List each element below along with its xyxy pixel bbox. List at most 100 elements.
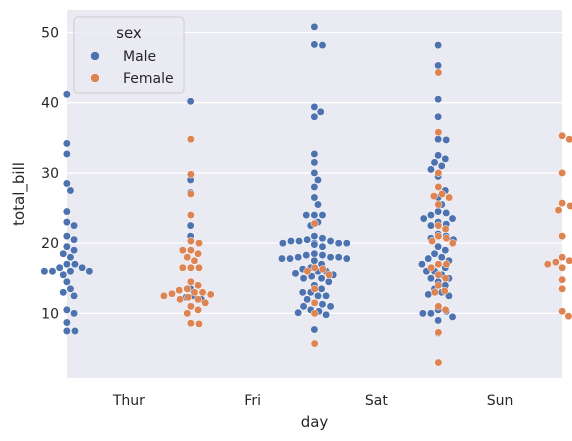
data-point-female xyxy=(438,190,446,198)
data-point-male xyxy=(326,237,335,246)
data-point-male xyxy=(434,316,443,325)
y-tick-label: 30 xyxy=(41,166,59,182)
data-point-male xyxy=(448,214,457,223)
data-point-male xyxy=(426,211,435,220)
data-point-female xyxy=(183,253,192,262)
data-point-male xyxy=(66,186,75,195)
data-point-male xyxy=(310,193,319,202)
data-point-female xyxy=(558,275,567,284)
data-point-male xyxy=(442,209,451,217)
y-axis-label: total_bill xyxy=(10,162,29,226)
data-point-female xyxy=(168,289,176,298)
data-point-female xyxy=(195,239,203,248)
data-point-male xyxy=(326,253,335,262)
data-point-female xyxy=(190,256,199,265)
data-point-female xyxy=(434,68,443,77)
data-point-male xyxy=(62,318,71,327)
data-point-male xyxy=(434,112,443,121)
data-point-female xyxy=(448,239,457,248)
data-point-male xyxy=(62,139,71,148)
data-point-female xyxy=(186,237,195,246)
data-point-female xyxy=(558,253,567,262)
data-point-female xyxy=(194,249,203,258)
data-point-male xyxy=(62,327,71,335)
data-point-male xyxy=(59,288,68,297)
data-point-male xyxy=(326,302,335,311)
data-point-male xyxy=(430,249,439,258)
data-point-female xyxy=(558,284,567,293)
data-point-female xyxy=(303,267,312,276)
data-point-female xyxy=(201,298,210,307)
data-point-female xyxy=(186,246,195,255)
y-tick-label: 20 xyxy=(41,236,59,252)
data-point-male xyxy=(48,267,57,276)
data-point-male xyxy=(310,240,319,249)
data-point-male xyxy=(299,302,308,311)
data-point-male xyxy=(310,168,319,177)
data-point-male xyxy=(434,41,443,50)
data-point-male xyxy=(62,260,71,269)
data-point-male xyxy=(334,253,343,262)
data-point-male xyxy=(70,246,79,255)
data-point-male xyxy=(310,112,319,121)
data-point-male xyxy=(434,207,443,216)
data-point-male xyxy=(441,154,450,163)
legend-title: sex xyxy=(116,24,142,42)
data-point-female xyxy=(434,128,443,137)
data-point-female xyxy=(310,284,319,293)
data-point-male xyxy=(424,254,433,263)
data-point-female xyxy=(427,263,436,272)
data-point-male xyxy=(418,309,427,318)
data-point-female xyxy=(558,263,567,272)
data-point-female xyxy=(442,260,451,269)
data-point-female xyxy=(434,183,443,191)
data-point-female xyxy=(565,135,572,144)
data-point-male xyxy=(70,309,79,318)
data-point-male xyxy=(295,237,304,246)
legend-label-male: Male xyxy=(123,49,156,65)
data-points xyxy=(40,22,572,367)
data-point-male xyxy=(342,254,351,263)
data-point-male xyxy=(186,221,195,230)
x-tick-label: Thur xyxy=(112,393,145,409)
data-point-male xyxy=(62,305,71,314)
data-point-male xyxy=(324,277,333,286)
data-point-female xyxy=(184,293,193,302)
data-point-female xyxy=(310,263,319,272)
data-point-male xyxy=(59,270,68,279)
data-point-female xyxy=(434,302,443,311)
data-point-female xyxy=(434,328,443,337)
data-point-male xyxy=(310,150,319,158)
x-tick-label: Sat xyxy=(365,393,388,409)
data-point-female xyxy=(551,258,560,267)
data-point-female xyxy=(310,309,319,318)
data-point-male xyxy=(318,234,327,243)
data-point-female xyxy=(445,193,454,202)
data-point-male xyxy=(62,242,71,251)
data-point-male xyxy=(318,41,327,50)
data-point-female xyxy=(442,234,451,243)
data-point-male xyxy=(62,179,71,188)
data-point-male xyxy=(70,235,79,244)
data-point-male xyxy=(442,135,451,144)
data-point-female xyxy=(186,319,195,328)
data-point-female xyxy=(434,281,443,290)
data-point-female xyxy=(186,190,195,198)
data-point-male xyxy=(434,135,443,144)
data-point-female xyxy=(194,305,203,314)
data-point-female xyxy=(310,219,319,228)
data-point-female xyxy=(186,211,195,220)
legend-label-female: Female xyxy=(123,71,174,87)
legend-box xyxy=(73,16,185,94)
data-point-male xyxy=(334,239,343,248)
data-point-female xyxy=(441,274,450,283)
data-point-male xyxy=(85,267,94,276)
y-tick-labels: 10 20 30 40 50 xyxy=(41,25,59,322)
data-point-female xyxy=(186,170,195,179)
x-axis-label: day xyxy=(301,413,329,431)
data-point-male xyxy=(430,158,439,167)
data-point-male xyxy=(291,269,300,278)
x-tick-label: Sun xyxy=(487,393,514,409)
